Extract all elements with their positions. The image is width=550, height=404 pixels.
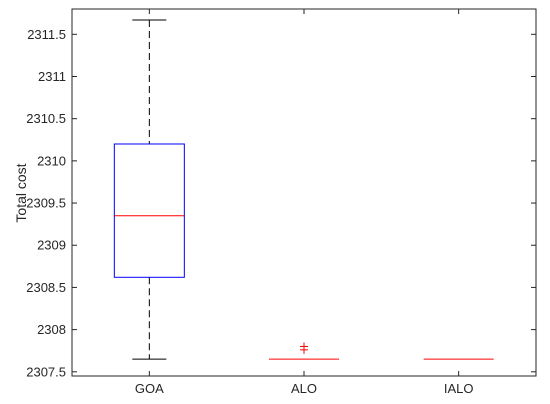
- y-tick-label: 2307.5: [26, 364, 66, 379]
- y-tick-label: 2308.5: [26, 280, 66, 295]
- y-tick-label: 2308: [37, 322, 66, 337]
- y-tick-label: 2311.5: [27, 27, 66, 42]
- plot-marks: [113, 19, 494, 360]
- y-tick-label: 2309.5: [26, 196, 66, 211]
- x-tick-label: IALO: [444, 381, 474, 396]
- y-tick-label: 2310.5: [26, 111, 66, 126]
- goa-box: [113, 143, 185, 278]
- axes: 2307.5 2308 2308.5 2309 2309.5 2310 2310.5 2311…: [26, 9, 536, 396]
- x-tick-label: ALO: [291, 381, 317, 396]
- x-tick-label: GOA: [135, 381, 164, 396]
- y-axis-title: Total cost: [13, 163, 29, 222]
- plot-background: [72, 9, 536, 376]
- y-tick-label: 2309: [37, 238, 66, 253]
- y-tick-label: 2310: [37, 153, 66, 168]
- y-tick-label: 2311: [38, 69, 66, 84]
